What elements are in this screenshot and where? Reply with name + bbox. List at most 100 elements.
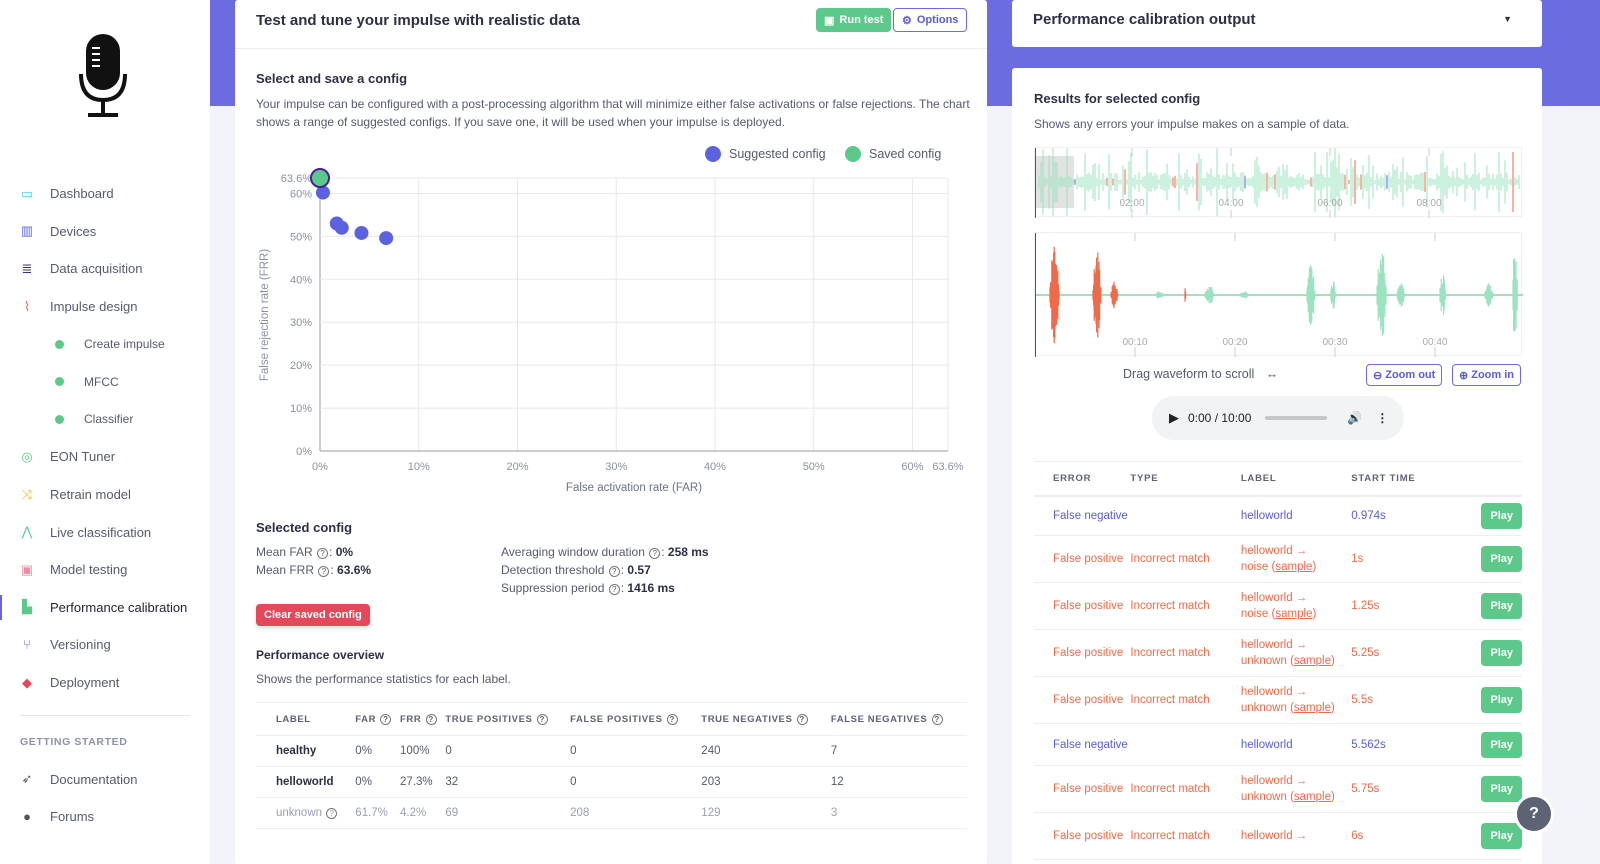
overview-waveform[interactable]: 02:00 04:00 06:00 08:00 — [1034, 146, 1522, 218]
sidebar-item-mfcc[interactable]: MFCC — [0, 363, 210, 401]
options-button[interactable]: ⚙ Options — [893, 8, 968, 32]
play-button[interactable]: Play — [1481, 776, 1522, 802]
type-cell: Incorrect match — [1130, 535, 1241, 583]
sidebar-item-eon-tuner[interactable]: ◎ EON Tuner — [0, 438, 210, 476]
sidebar-item-live-classification[interactable]: ⋀ Live classification — [0, 513, 210, 551]
chip-icon: ▥ — [20, 223, 34, 239]
output-dropdown[interactable]: Performance calibration output ▼ — [1012, 0, 1542, 47]
status-dot-icon — [52, 337, 66, 351]
sample-link[interactable]: sample — [1293, 702, 1331, 714]
sidebar-item-create-impulse[interactable]: Create impulse — [0, 325, 210, 363]
table-cell: 0 — [570, 735, 702, 767]
sidebar-item-label: Deployment — [50, 675, 120, 691]
type-cell: Incorrect match — [1130, 765, 1241, 813]
play-button[interactable]: Play — [1481, 687, 1522, 713]
mean-far: Mean FAR ?: 0% — [256, 545, 354, 559]
type-cell: Incorrect match — [1130, 629, 1241, 677]
run-test-button[interactable]: ▣ Run test — [816, 8, 892, 32]
network-icon: ⋀ — [21, 524, 33, 540]
sidebar-item-model-testing[interactable]: ▣ Model testing — [0, 551, 210, 589]
zoom-out-button[interactable]: ⊖ Zoom out — [1366, 364, 1443, 386]
sidebar-item-label: MFCC — [84, 374, 119, 389]
play-icon[interactable]: ▶ — [1169, 410, 1179, 425]
error-cell: False negative — [1034, 495, 1131, 536]
help-button[interactable]: ? — [1514, 794, 1554, 834]
label-cell: helloworld → unknown (sample) — [1240, 765, 1352, 813]
start-time-cell: 1.25s — [1351, 582, 1462, 630]
detail-waveform[interactable]: 00:10 00:20 00:30 00:40 — [1034, 232, 1523, 357]
table-cell: 0 — [445, 735, 571, 767]
help-icon: ? — [649, 548, 661, 559]
sidebar-item-devices[interactable]: ▥ Devices — [0, 213, 210, 251]
x-tick-label: 60% — [901, 461, 923, 473]
sidebar-item-label: Performance calibration — [50, 599, 188, 615]
x-axis-label: False activation rate (FAR) — [566, 482, 702, 494]
clear-saved-config-button[interactable]: Clear saved config — [256, 604, 370, 626]
sidebar-item-dashboard[interactable]: ▭ Dashboard — [0, 175, 210, 213]
play-button[interactable]: Play — [1481, 546, 1522, 572]
column-header: LABEL — [256, 702, 356, 736]
sidebar-item-retrain-model[interactable]: ⤨ Retrain model — [0, 476, 210, 514]
sample-link[interactable]: sample — [1275, 608, 1313, 620]
volume-icon[interactable]: 🔊 — [1347, 411, 1363, 425]
time-tick: 08:00 — [1416, 198, 1441, 209]
play-button[interactable]: Play — [1481, 731, 1522, 758]
detection-threshold: Detection threshold ?: 0.57 — [501, 563, 651, 577]
sample-link[interactable]: sample — [1293, 791, 1331, 803]
sample-link[interactable]: sample — [1293, 655, 1331, 667]
column-header: START TIME — [1351, 461, 1462, 497]
suggested-config-point[interactable] — [315, 185, 330, 200]
y-tick-label: 60% — [290, 188, 312, 200]
legend-marker — [705, 146, 721, 162]
error-cell: False positive — [1034, 765, 1131, 813]
zoom-in-button[interactable]: ⊕ Zoom in — [1452, 364, 1521, 386]
play-button[interactable]: Play — [1481, 593, 1522, 619]
time-tick: 00:10 — [1122, 337, 1147, 348]
sidebar-item-impulse-design[interactable]: ⌇ Impulse design — [0, 288, 210, 326]
select-config-title: Select and save a config — [256, 71, 408, 86]
averaging-window: Averaging window duration ?: 258 ms — [501, 545, 709, 559]
play-button[interactable]: Play — [1481, 502, 1522, 529]
audio-time: 0:00 / 10:00 — [1188, 411, 1252, 425]
error-cell: False positive — [1034, 676, 1131, 724]
more-options-icon[interactable]: ⋮ — [1376, 411, 1389, 425]
y-tick-label: 30% — [290, 317, 312, 329]
sidebar-item-forums[interactable]: ● Forums — [0, 798, 210, 836]
x-tick-label: 30% — [605, 461, 627, 473]
play-button[interactable]: Play — [1481, 823, 1522, 849]
type-cell: Incorrect match — [1130, 812, 1241, 860]
sidebar-item-performance-calibration[interactable]: ▙ Performance calibration — [0, 589, 210, 627]
zoom-in-icon: ⊕ — [1459, 369, 1469, 382]
audio-progress-slider[interactable] — [1265, 416, 1328, 420]
suggested-config-point[interactable] — [334, 220, 349, 235]
start-time-cell: 5.5s — [1351, 676, 1462, 724]
table-cell: 240 — [701, 735, 831, 767]
start-time-cell: 1s — [1351, 535, 1462, 583]
branch-icon: ⑂ — [23, 637, 31, 653]
saved-config-point[interactable] — [310, 168, 330, 188]
config-scatter-chart[interactable]: 0% 10% 20% 30% 40% 50% 60% 63.6% 0% 10% 20% 30% 40% 5… — [240, 140, 980, 500]
suggested-config-point[interactable] — [354, 225, 369, 240]
table-cell: 0 — [570, 766, 702, 798]
sidebar-item-label: Devices — [50, 223, 97, 239]
sidebar-item-label: Impulse design — [50, 299, 138, 315]
gear-icon: ⚙ — [902, 14, 912, 27]
play-button[interactable]: Play — [1481, 640, 1522, 666]
select-config-desc: Your impulse can be configured with a po… — [256, 97, 970, 129]
box-icon: ◆ — [22, 674, 32, 690]
error-cell: False positive — [1034, 582, 1131, 630]
divider — [20, 715, 190, 717]
table-cell: 61.7% — [355, 797, 401, 829]
x-tick-label: 63.6% — [932, 461, 963, 473]
sidebar-item-documentation[interactable]: ➶ Documentation — [0, 760, 210, 798]
time-tick: 00:20 — [1222, 337, 1247, 348]
suggested-config-point[interactable] — [379, 231, 394, 246]
column-header: TRUE NEGATIVES ? — [701, 702, 831, 736]
sample-link[interactable]: sample — [1275, 561, 1313, 573]
sidebar-item-classifier[interactable]: Classifier — [0, 401, 210, 439]
sidebar-item-data-acquisition[interactable]: ≣ Data acquisition — [0, 250, 210, 288]
microphone-logo-icon — [78, 34, 128, 123]
sidebar-item-deployment[interactable]: ◆ Deployment — [0, 664, 210, 702]
table-cell: 0% — [355, 766, 401, 798]
sidebar-item-versioning[interactable]: ⑂ Versioning — [0, 626, 210, 664]
